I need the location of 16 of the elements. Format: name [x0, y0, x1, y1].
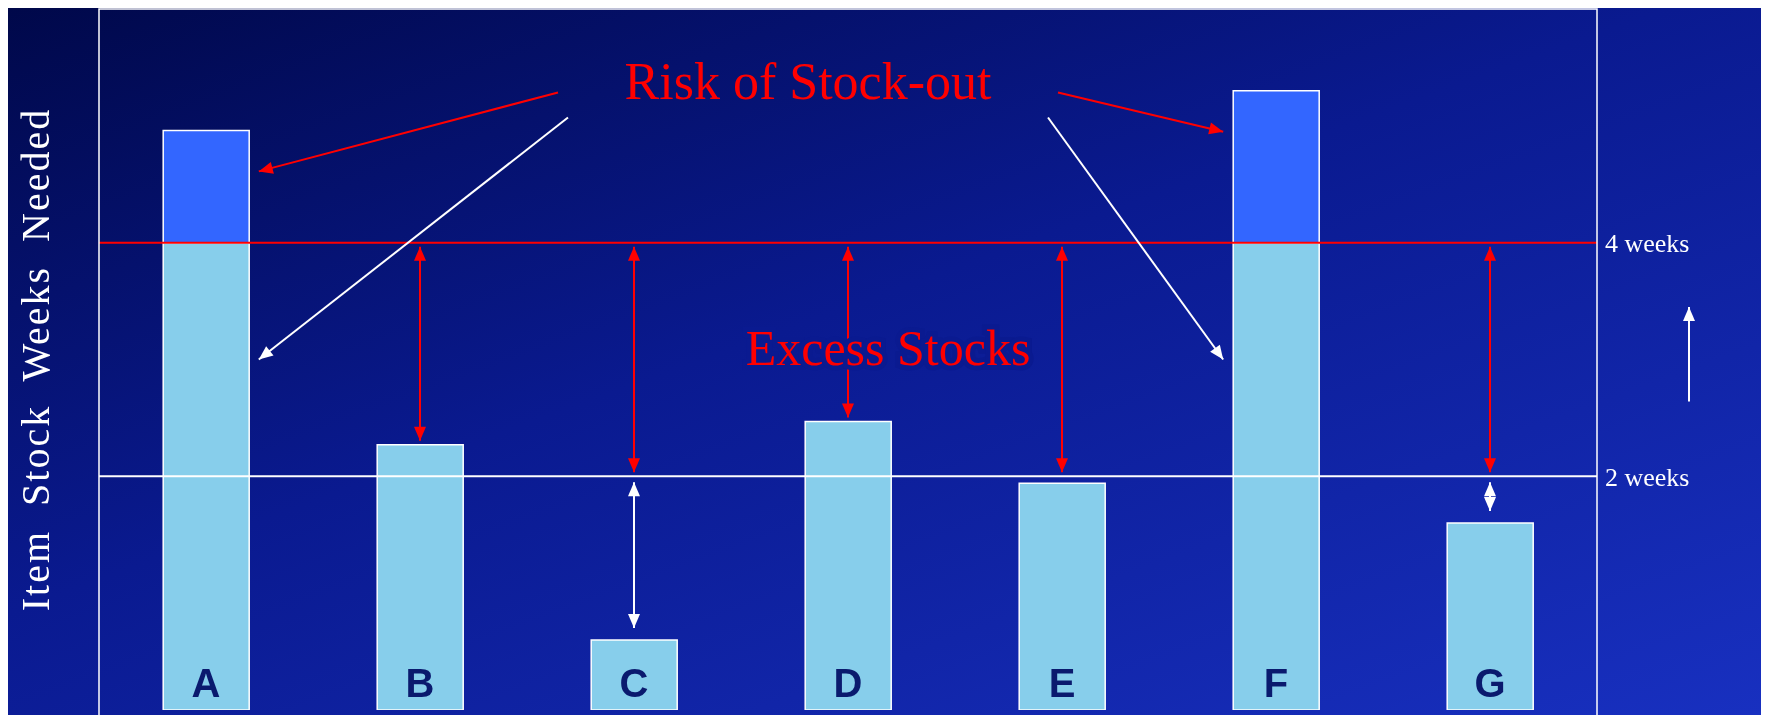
x-tick-label: A: [191, 661, 221, 705]
x-tick-label: E: [1048, 661, 1076, 705]
y-tick-label: 2 weeks: [1605, 462, 1690, 492]
bar: [1446, 522, 1534, 710]
x-tick-label: C: [619, 661, 649, 705]
bar: [590, 639, 678, 710]
bar: [1232, 90, 1320, 244]
x-tick-label: D: [833, 661, 863, 705]
bar: [162, 129, 250, 244]
y-axis-title: Item Stock Weeks Needed: [13, 107, 59, 612]
bar: [1018, 482, 1106, 710]
x-tick-label: B: [405, 661, 435, 705]
annotation: Risk of Stock-out: [624, 53, 992, 111]
x-tick-label: F: [1263, 661, 1289, 705]
y-tick-label: 4 weeks: [1605, 228, 1690, 258]
x-tick-label: G: [1474, 661, 1506, 705]
